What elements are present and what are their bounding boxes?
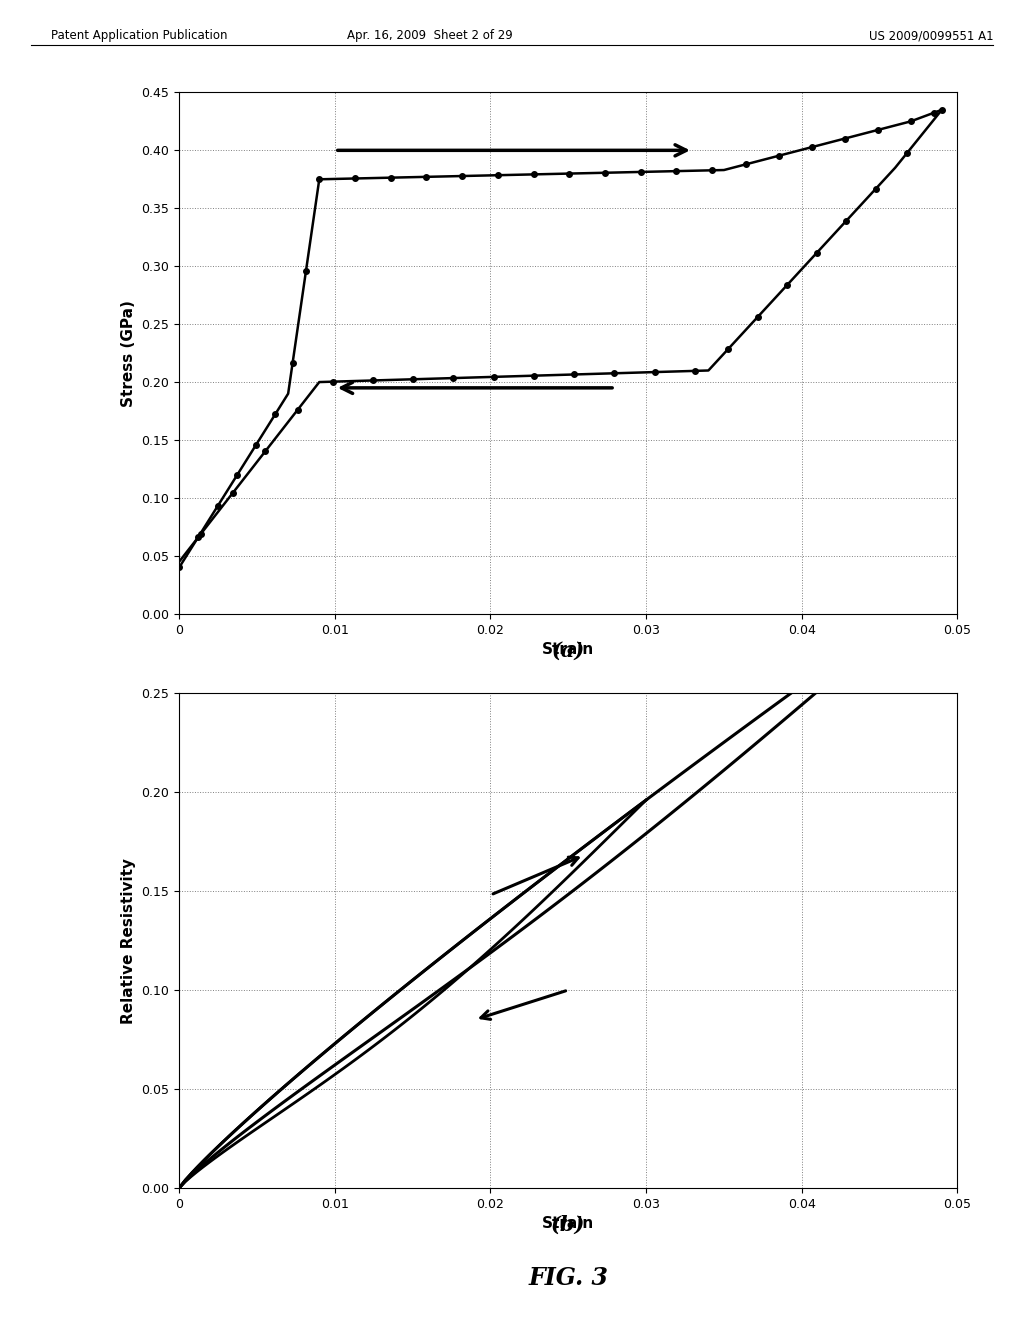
Y-axis label: Relative Resistivity: Relative Resistivity bbox=[121, 858, 136, 1023]
X-axis label: Strain: Strain bbox=[542, 1216, 595, 1232]
Text: US 2009/0099551 A1: US 2009/0099551 A1 bbox=[868, 29, 993, 42]
Text: (b): (b) bbox=[551, 1214, 586, 1236]
X-axis label: Strain: Strain bbox=[542, 642, 595, 657]
Text: Apr. 16, 2009  Sheet 2 of 29: Apr. 16, 2009 Sheet 2 of 29 bbox=[347, 29, 513, 42]
Y-axis label: Stress (GPa): Stress (GPa) bbox=[121, 300, 136, 407]
Text: FIG. 3: FIG. 3 bbox=[528, 1266, 608, 1290]
Text: Patent Application Publication: Patent Application Publication bbox=[51, 29, 227, 42]
Text: (a): (a) bbox=[552, 640, 585, 661]
